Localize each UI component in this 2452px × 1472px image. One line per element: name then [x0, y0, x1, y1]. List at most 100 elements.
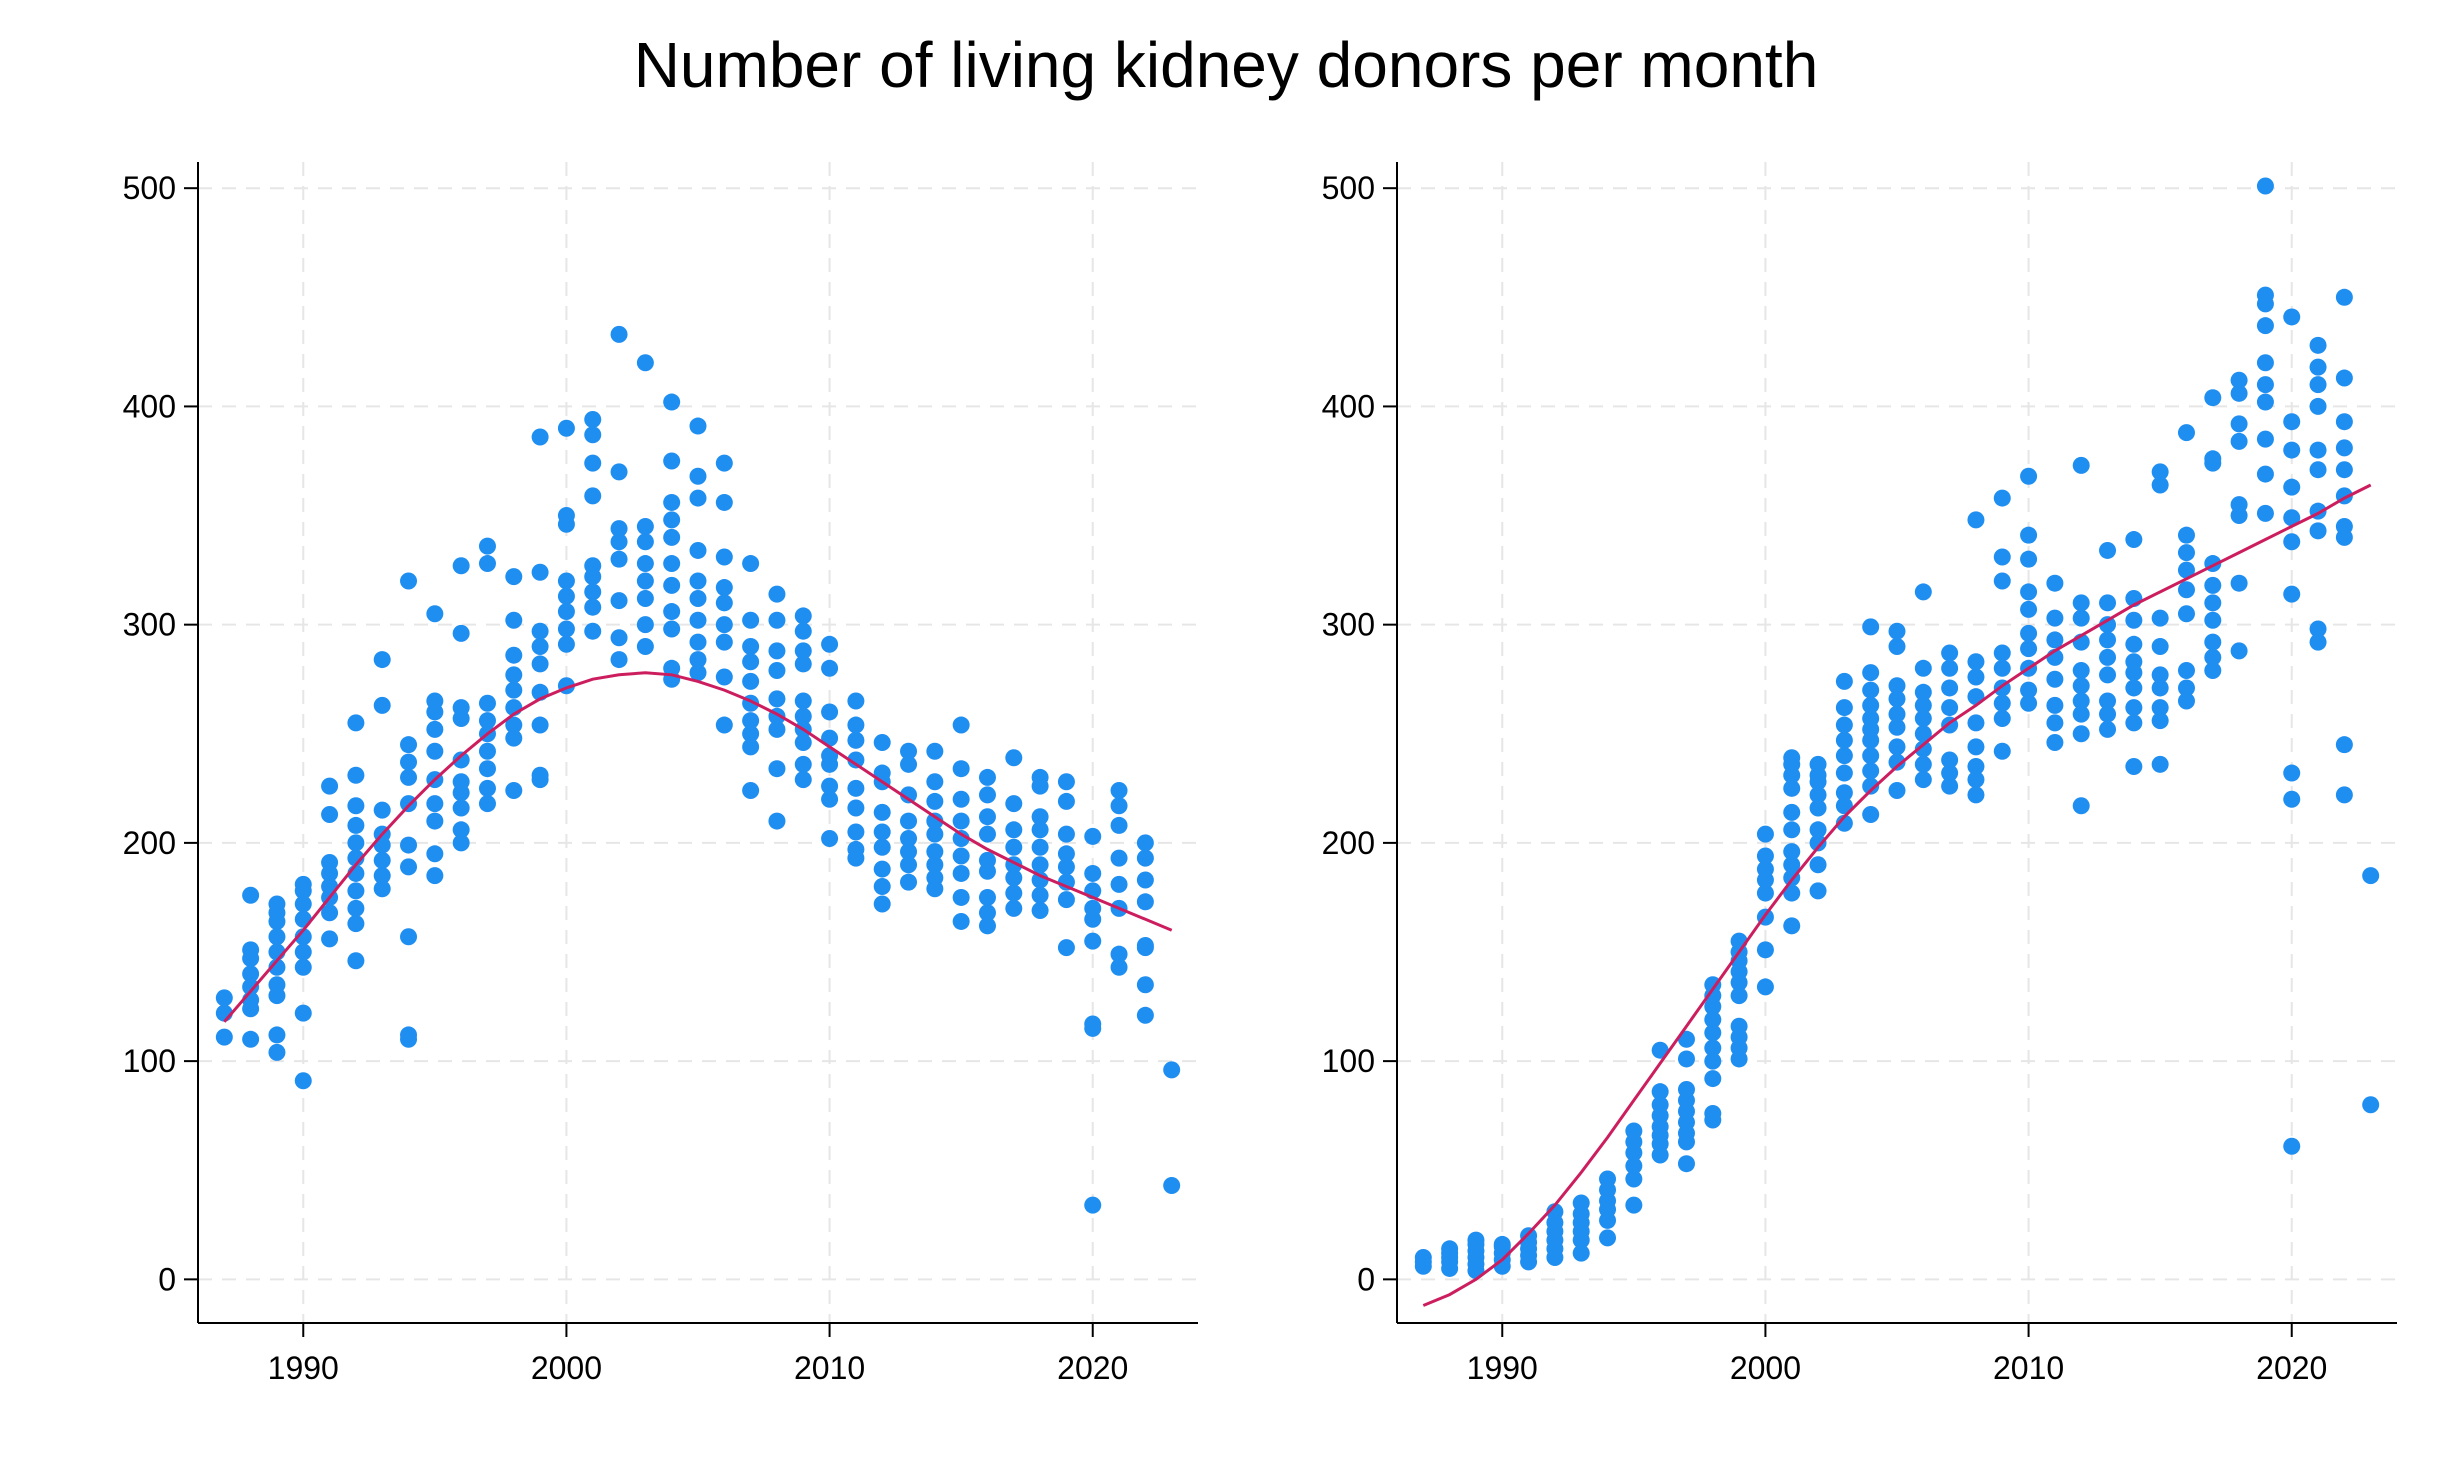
data-point	[794, 771, 812, 789]
data-point	[1888, 705, 1906, 723]
data-point	[531, 766, 549, 784]
data-point	[2099, 648, 2117, 666]
data-point	[1809, 882, 1827, 900]
data-point	[1783, 779, 1801, 797]
data-point	[1967, 786, 1985, 804]
data-point	[1084, 899, 1102, 917]
data-point	[1110, 782, 1128, 800]
data-point	[347, 834, 365, 852]
data-point	[742, 611, 760, 629]
data-point	[663, 493, 681, 511]
data-point	[2283, 509, 2301, 527]
data-point	[900, 830, 918, 848]
data-point	[715, 616, 733, 634]
data-point	[2072, 677, 2090, 695]
data-point	[2125, 714, 2143, 732]
data-point	[900, 812, 918, 830]
data-point	[794, 692, 812, 710]
x-tick-label: 1990	[1467, 1350, 1538, 1386]
data-point	[1572, 1194, 1590, 1212]
data-point	[2046, 609, 2064, 627]
data-point	[478, 555, 496, 573]
data-point	[268, 1026, 286, 1044]
data-point	[1625, 1157, 1643, 1175]
data-point	[1835, 784, 1853, 802]
data-point	[1967, 771, 1985, 789]
data-point	[584, 583, 602, 601]
data-point	[978, 904, 996, 922]
data-point	[2072, 594, 2090, 612]
data-point	[1783, 856, 1801, 874]
data-point	[1967, 511, 1985, 529]
data-point	[2335, 786, 2353, 804]
data-point	[2362, 1096, 2380, 1114]
data-point	[584, 426, 602, 444]
data-point	[478, 694, 496, 712]
data-point	[926, 812, 944, 830]
data-point	[2204, 648, 2222, 666]
data-point	[400, 768, 418, 786]
data-point	[952, 888, 970, 906]
data-point	[2204, 633, 2222, 651]
data-point	[531, 655, 549, 673]
data-point	[242, 965, 260, 983]
data-point	[636, 616, 654, 634]
data-point	[663, 576, 681, 594]
data-point	[1163, 1177, 1181, 1195]
data-point	[1783, 821, 1801, 839]
data-point	[294, 943, 312, 961]
data-point	[1031, 856, 1049, 874]
data-point	[663, 528, 681, 546]
y-tick-label: 400	[123, 388, 176, 424]
data-point	[2309, 620, 2327, 638]
data-point	[1835, 731, 1853, 749]
data-point	[2046, 631, 2064, 649]
data-point	[1057, 845, 1075, 863]
data-point	[1783, 803, 1801, 821]
data-point	[742, 725, 760, 743]
data-point	[1914, 683, 1932, 701]
data-point	[847, 731, 865, 749]
data-point	[636, 354, 654, 372]
data-point	[400, 572, 418, 590]
data-point	[215, 989, 233, 1007]
data-point	[636, 533, 654, 551]
data-point	[2020, 550, 2038, 568]
data-point	[1914, 696, 1932, 714]
x-tick-label: 2010	[794, 1350, 865, 1386]
data-point	[1704, 1011, 1722, 1029]
data-point	[531, 428, 549, 446]
data-point	[1993, 742, 2011, 760]
data-point	[2020, 681, 2038, 699]
data-point	[373, 801, 391, 819]
data-point	[1783, 884, 1801, 902]
data-point	[952, 864, 970, 882]
data-point	[2177, 661, 2195, 679]
data-point	[584, 622, 602, 640]
data-point	[1136, 893, 1154, 911]
data-point	[2046, 696, 2064, 714]
data-point	[2046, 714, 2064, 732]
data-point	[978, 825, 996, 843]
data-point	[742, 637, 760, 655]
y-tick-label: 500	[123, 170, 176, 206]
data-point	[873, 895, 891, 913]
data-point	[1005, 869, 1023, 887]
data-point	[1441, 1240, 1459, 1258]
data-point	[268, 1043, 286, 1061]
data-point	[2020, 526, 2038, 544]
data-point	[321, 904, 339, 922]
data-point	[478, 537, 496, 555]
data-point	[926, 869, 944, 887]
data-point	[2283, 1137, 2301, 1155]
data-point	[1467, 1231, 1485, 1249]
data-point	[742, 672, 760, 690]
data-point	[636, 517, 654, 535]
data-point	[2309, 461, 2327, 479]
data-point	[978, 851, 996, 869]
data-point	[1110, 958, 1128, 976]
data-point	[742, 782, 760, 800]
data-point	[610, 533, 628, 551]
data-point	[952, 912, 970, 930]
data-point	[1057, 939, 1075, 957]
